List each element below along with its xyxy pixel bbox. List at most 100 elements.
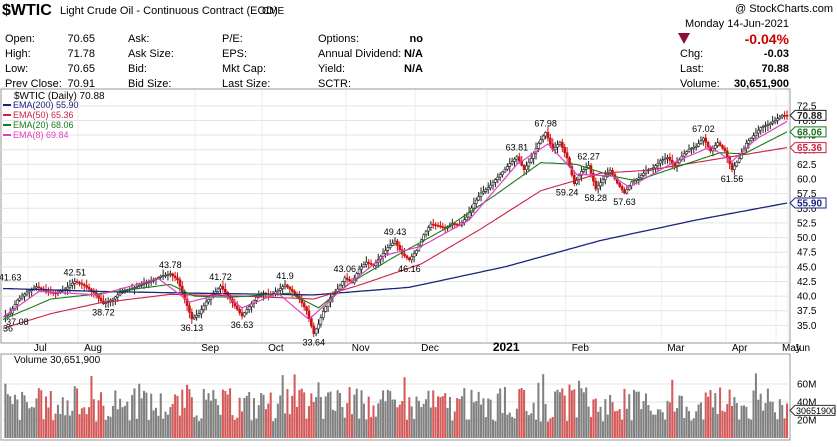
volume-bar (384, 401, 387, 438)
legend-entry: EMA(8) 69.84 (13, 130, 69, 140)
volume-bar (398, 404, 401, 438)
volume-bar (88, 407, 91, 438)
candle-body (427, 227, 430, 232)
volume-bar (611, 402, 614, 438)
volume-bar (224, 390, 227, 438)
volume-bar (6, 394, 9, 438)
volume-bar (131, 395, 134, 438)
volume-bar (446, 407, 449, 438)
exchange-label: CME (262, 6, 285, 17)
candle-body (434, 224, 437, 226)
candle-body (37, 286, 41, 289)
candle-body (465, 216, 469, 221)
header-field-label: Open: (5, 33, 35, 45)
candle-body (23, 293, 26, 297)
volume-bar (642, 401, 645, 438)
price-annotation: 43.06 (334, 264, 357, 274)
volume-bar (18, 420, 21, 438)
candle-body (716, 142, 719, 146)
volume-bar (109, 416, 112, 438)
volume-bar (123, 405, 126, 438)
candle-body (692, 146, 696, 149)
volume-bar (432, 390, 435, 438)
volume-bar (324, 396, 327, 438)
volume-bar (415, 396, 418, 438)
volume-bar (346, 403, 349, 438)
volume-bar (728, 389, 731, 438)
volume-bar (291, 395, 294, 438)
price-annotation: 33.64 (302, 337, 325, 347)
volume-bar (637, 391, 640, 438)
candle-body (142, 283, 146, 285)
volume-bar (71, 410, 74, 438)
price-annotation: 61.56 (721, 174, 744, 184)
candle-body (369, 263, 373, 265)
candle-body (515, 156, 519, 160)
volume-bar (319, 397, 322, 438)
candle-body (498, 174, 502, 178)
x-tick-label: Apr (732, 343, 748, 354)
volume-bar (434, 407, 437, 438)
candle-body (494, 179, 497, 183)
volume-bar (111, 405, 114, 438)
candle-body (8, 312, 12, 315)
volume-bar (33, 407, 36, 438)
volume-bar (420, 407, 423, 438)
volume-bar (644, 393, 647, 438)
candle-body (178, 279, 182, 287)
volume-bar (453, 411, 456, 438)
price-annotation: 41.9 (276, 271, 294, 281)
volume-bar (386, 389, 389, 438)
volume-bar (49, 391, 52, 438)
candle-body (384, 250, 387, 254)
header-field-label: Prev Close: (5, 78, 62, 90)
volume-bar (752, 390, 755, 438)
volume-bar (613, 411, 616, 438)
header-field-label: Annual Dividend: (318, 48, 401, 60)
volume-bar (599, 406, 602, 438)
volume-bar (441, 396, 444, 438)
volume-bar (200, 418, 203, 438)
candle-body (587, 165, 590, 168)
volume-bar (241, 411, 244, 438)
candle-body (221, 285, 225, 290)
volume-bar (716, 414, 719, 438)
candle-body (235, 305, 239, 310)
candle-body (544, 132, 547, 137)
y-tick-label: 72.5 (797, 101, 817, 112)
candle-body (659, 160, 662, 164)
candle-body (785, 114, 789, 117)
candle-body (204, 301, 208, 307)
header-field-value: N/A (404, 48, 423, 60)
legend-entry: EMA(20) 68.06 (13, 120, 74, 130)
volume-bar (494, 421, 497, 438)
volume-bar (126, 401, 129, 438)
price-annotation: 62.27 (577, 152, 600, 162)
candle-body (18, 297, 22, 301)
y-tick-label: 70.0 (797, 116, 817, 127)
candle-body (697, 143, 700, 147)
x-tick-label: Mar (667, 343, 685, 354)
volume-bar (456, 398, 459, 438)
candle-body (223, 288, 227, 293)
volume-bar (76, 388, 79, 438)
volume-bar (530, 413, 533, 438)
volume-bar (580, 388, 583, 438)
volume-bar (389, 391, 392, 438)
volume-bar (217, 405, 220, 438)
candle-body (639, 175, 643, 179)
candle-body (776, 118, 779, 121)
volume-bar (188, 389, 191, 438)
candle-body (415, 250, 418, 254)
volume-bar (437, 396, 440, 438)
volume-bar (757, 399, 760, 438)
volume-bar (221, 389, 224, 438)
legend-entry: EMA(50) 65.36 (13, 110, 74, 120)
volume-bar (193, 417, 196, 438)
volume-bar (135, 418, 138, 438)
candle-body (357, 268, 361, 274)
volume-bar (754, 373, 757, 438)
volume-bar (231, 415, 234, 438)
candle-body (754, 132, 758, 137)
